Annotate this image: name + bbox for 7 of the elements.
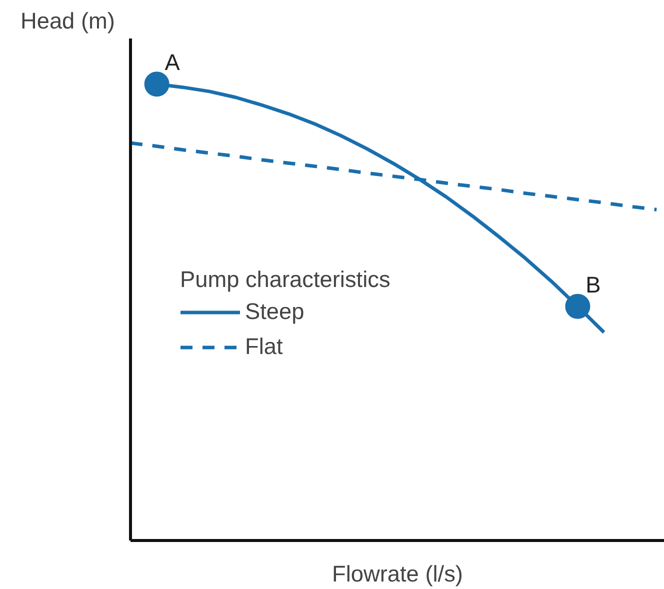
- legend-label: Flat: [245, 333, 283, 360]
- y-axis-title: Head (m): [20, 8, 115, 34]
- legend-title: Pump characteristics: [180, 266, 390, 293]
- annotation: A: [164, 49, 181, 76]
- annotation: B: [586, 271, 601, 298]
- x-axis-title: Flowrate (l/s): [332, 560, 463, 586]
- legend-label: Steep: [245, 298, 304, 325]
